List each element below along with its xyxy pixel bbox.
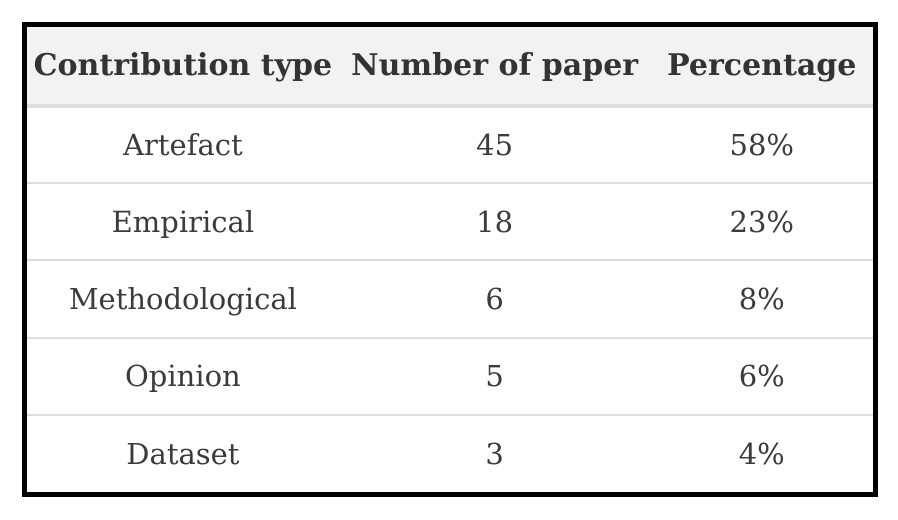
table-row: Opinion 5 6% [27, 337, 873, 416]
cell-percentage: 4% [650, 414, 873, 492]
cell-contribution-type: Methodological [27, 260, 339, 339]
cell-contribution-type: Artefact [27, 106, 339, 185]
cell-contribution-type: Opinion [27, 337, 339, 416]
cell-percentage: 6% [650, 337, 873, 416]
table-header: Contribution type Number of paper Percen… [27, 27, 873, 108]
table-body: Artefact 45 58% Empirical 18 23% Methodo… [27, 106, 873, 492]
table-row: Artefact 45 58% [27, 106, 873, 185]
column-header-contribution-type: Contribution type [27, 27, 339, 108]
cell-number-of-paper: 6 [338, 260, 651, 339]
cell-number-of-paper: 3 [338, 414, 651, 492]
contribution-type-table: Contribution type Number of paper Percen… [22, 22, 878, 497]
table-row: Dataset 3 4% [27, 414, 873, 492]
cell-number-of-paper: 18 [338, 183, 651, 262]
table-row: Empirical 18 23% [27, 183, 873, 262]
data-table: Contribution type Number of paper Percen… [27, 27, 873, 492]
cell-contribution-type: Dataset [27, 414, 339, 492]
cell-number-of-paper: 5 [338, 337, 651, 416]
table-row: Methodological 6 8% [27, 260, 873, 339]
column-header-percentage: Percentage [650, 27, 873, 108]
cell-contribution-type: Empirical [27, 183, 339, 262]
header-row: Contribution type Number of paper Percen… [27, 27, 873, 108]
cell-percentage: 23% [650, 183, 873, 262]
cell-percentage: 58% [650, 106, 873, 185]
cell-number-of-paper: 45 [338, 106, 651, 185]
column-header-number-of-paper: Number of paper [338, 27, 651, 108]
cell-percentage: 8% [650, 260, 873, 339]
